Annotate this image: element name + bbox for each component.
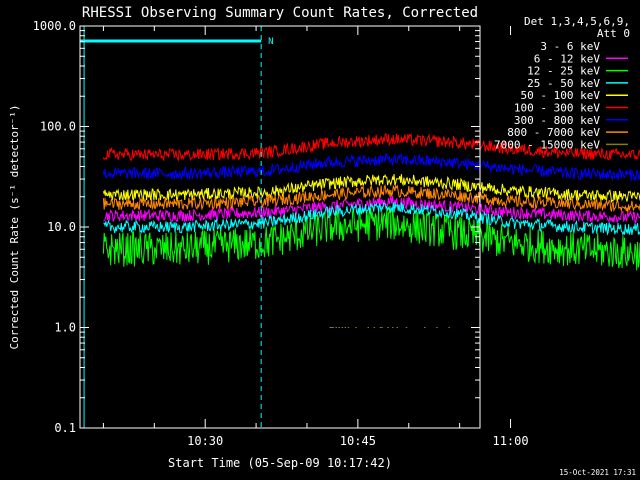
series-line-25-50-kev: [103, 202, 640, 236]
footer-timestamp: 15-Oct-2021 17:31: [559, 468, 636, 477]
series-line-300-800-kev: [102, 151, 640, 182]
series-line-7000-15000-kev: [329, 327, 450, 328]
series-line-100-300-kev: [102, 132, 640, 162]
y-axis-label: Corrected Count Rate (s⁻¹ detector⁻¹): [8, 104, 21, 349]
legend-entry-label: 800 - 7000 keV: [507, 126, 600, 139]
y-tick-label: 100.0: [40, 120, 76, 134]
series-line-6-12-kev: [103, 195, 640, 225]
x-tick-label: 10:45: [340, 434, 376, 448]
legend-entry-label: 7000 - 15000 keV: [494, 138, 600, 151]
legend-header-line-2: Att 0: [597, 27, 630, 40]
series-line-800-7000-kev: [102, 184, 640, 213]
series-line-3-6-kev: [102, 207, 640, 249]
legend-entry-label: 25 - 50 keV: [527, 77, 600, 90]
legend-entry-label: 300 - 800 keV: [514, 114, 600, 127]
legend-header-line-1: Det 1,3,4,5,6,9,: [524, 15, 630, 28]
y-tick-label: 0.1: [54, 421, 76, 435]
x-tick-label: 11:00: [492, 434, 528, 448]
attenuator-bar-label: N: [268, 37, 273, 47]
x-tick-label: 10:30: [187, 434, 223, 448]
y-tick-label: 1.0: [54, 321, 76, 335]
y-tick-label: 1000.0: [33, 19, 76, 33]
chart-title: RHESSI Observing Summary Count Rates, Co…: [82, 5, 478, 21]
plot-area: N0.11.010.0100.01000.010:3010:4511:0011:…: [33, 19, 640, 448]
legend-entry-label: 100 - 300 keV: [514, 102, 600, 115]
legend-entry-label: 50 - 100 keV: [521, 89, 601, 102]
legend-entry-label: 3 - 6 keV: [540, 40, 600, 53]
series-line-50-100-kev: [102, 174, 640, 204]
legend-entry-label: 12 - 25 keV: [527, 65, 600, 78]
series-line-12-25-kev: [102, 205, 640, 271]
y-tick-label: 10.0: [47, 220, 76, 234]
x-axis-label: Start Time (05-Sep-09 10:17:42): [168, 456, 392, 470]
legend-entry-label: 6 - 12 keV: [534, 52, 601, 65]
